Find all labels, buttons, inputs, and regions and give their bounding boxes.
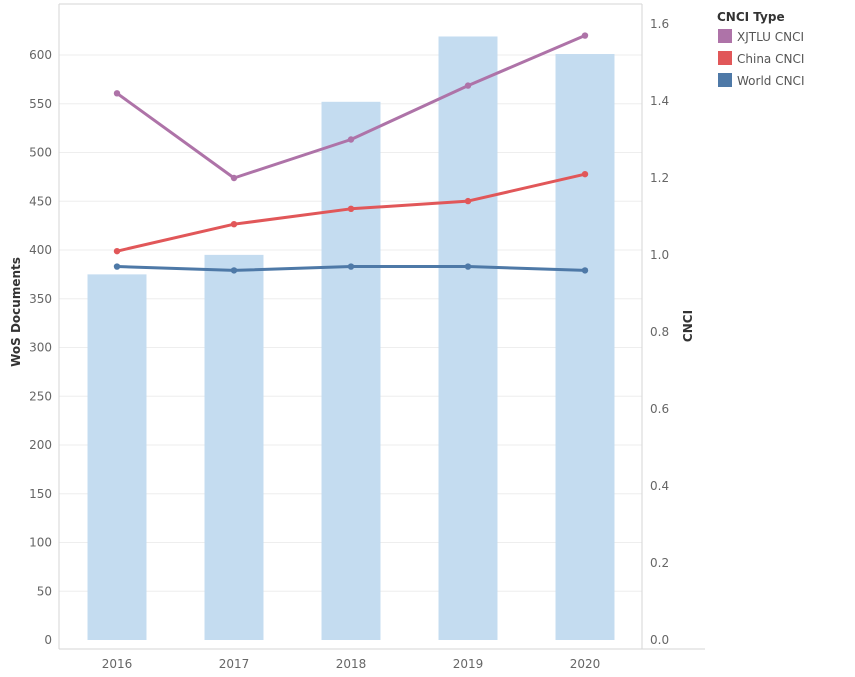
- left-tick-label: 0: [44, 633, 52, 647]
- point-china-cnci-2017: [230, 221, 238, 228]
- right-tick-label: 1.0: [650, 248, 669, 262]
- point-xjtlu-cnci-2020: [581, 32, 589, 39]
- point-china-cnci-2016: [113, 247, 121, 255]
- left-tick-label: 550: [29, 97, 52, 111]
- bar-2020: [555, 54, 615, 640]
- point-world-cnci-2017: [230, 267, 238, 274]
- bar-2019: [438, 36, 498, 641]
- point-xjtlu-cnci-2018: [347, 136, 355, 143]
- left-tick-label: 600: [29, 48, 52, 62]
- left-tick-label: 450: [29, 194, 52, 208]
- left-tick-label: 500: [29, 146, 52, 160]
- left-tick-label: 200: [29, 438, 52, 452]
- point-world-cnci-2020: [581, 267, 589, 274]
- right-tick-label: 1.4: [650, 94, 669, 108]
- right-tick-label: 1.2: [650, 171, 669, 185]
- point-xjtlu-cnci-2019: [464, 82, 472, 89]
- legend-label-world-cnci: World CNCI: [737, 74, 804, 88]
- right-tick-label: 0.2: [650, 556, 669, 570]
- point-world-cnci-2019: [464, 263, 472, 270]
- legend-label-china-cnci: China CNCI: [737, 52, 804, 66]
- left-tick-label: 250: [29, 389, 52, 403]
- left-tick-label: 350: [29, 292, 52, 306]
- right-tick-label: 1.6: [650, 17, 669, 31]
- point-china-cnci-2020: [581, 170, 589, 178]
- point-world-cnci-2016: [113, 263, 121, 270]
- x-tick-label: 2016: [102, 657, 133, 671]
- right-tick-label: 0.6: [650, 402, 669, 416]
- plot-frame: [58, 3, 705, 650]
- left-tick-label: 400: [29, 243, 52, 257]
- legend-swatch-china-cnci: [718, 51, 732, 65]
- right-axis-title: CNCI: [681, 310, 695, 342]
- bar-2016: [87, 274, 147, 640]
- x-tick-label: 2018: [336, 657, 367, 671]
- right-tick-label: 0.0: [650, 633, 669, 647]
- point-xjtlu-cnci-2017: [230, 174, 238, 182]
- legend-title: CNCI Type: [717, 10, 785, 24]
- left-axis-title: WoS Documents: [9, 257, 23, 367]
- x-tick-label: 2017: [219, 657, 250, 671]
- left-axis-ticks: 0 50 100 150 200 250 300 350 400 450 500 550 600: [29, 48, 52, 647]
- bar-2018: [321, 101, 381, 641]
- right-axis-ticks: 0.0 0.2 0.4 0.6 0.8 1.0 1.2 1.4 1.6: [650, 17, 669, 647]
- legend-swatch-xjtlu-cnci: [718, 29, 732, 43]
- right-tick-label: 0.4: [650, 479, 669, 493]
- legend-swatch-world-cnci: [718, 73, 732, 87]
- left-tick-label: 100: [29, 536, 52, 550]
- left-tick-label: 150: [29, 487, 52, 501]
- x-axis-ticks: 2016 2017 2018 2019 2020: [102, 657, 601, 671]
- right-tick-label: 0.8: [650, 325, 669, 339]
- legend-label-xjtlu-cnci: XJTLU CNCI: [737, 30, 804, 44]
- point-china-cnci-2019: [464, 197, 472, 205]
- point-world-cnci-2018: [347, 263, 355, 270]
- left-tick-label: 50: [37, 584, 52, 598]
- bar-2017: [204, 254, 264, 640]
- point-xjtlu-cnci-2016: [113, 90, 121, 97]
- x-tick-label: 2020: [570, 657, 601, 671]
- x-tick-label: 2019: [453, 657, 484, 671]
- bars-wos-documents: [87, 36, 615, 641]
- left-tick-label: 300: [29, 341, 52, 355]
- legend: CNCI Type XJTLU CNCI China CNCI World CNCI: [717, 10, 804, 88]
- cnci-lines: [113, 32, 589, 274]
- point-china-cnci-2018: [347, 205, 355, 212]
